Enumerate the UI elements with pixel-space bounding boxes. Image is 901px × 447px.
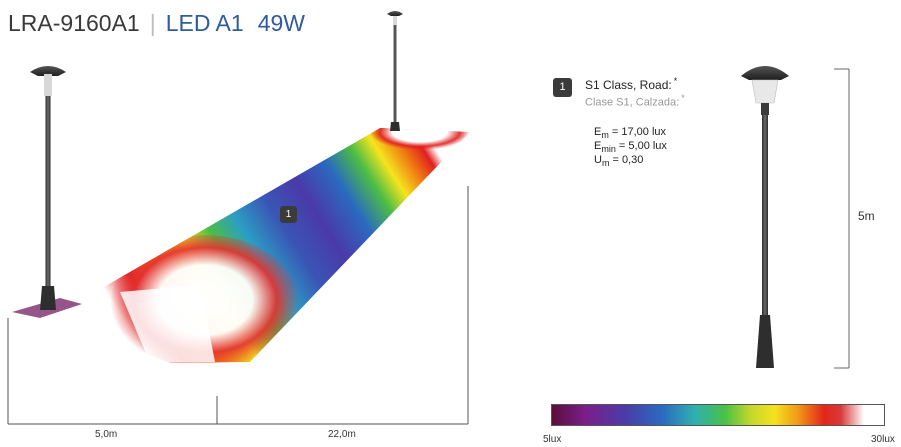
model-code: LRA-9160A1 bbox=[8, 10, 140, 36]
note-mark: * bbox=[673, 76, 678, 86]
class-badge: 1 bbox=[553, 78, 572, 97]
illuminance-metrics: Em = 17,00 lux Emin = 5,00 lux Um = 0,30 bbox=[594, 125, 667, 168]
street-pole-far bbox=[387, 11, 403, 131]
road-illuminance-map bbox=[28, 128, 470, 363]
pole-height-bracket bbox=[834, 68, 850, 369]
class-name-es: Clase S1, Calzada: * bbox=[585, 93, 685, 109]
product-name: LED A1 bbox=[165, 10, 244, 36]
class-name-en: S1 Class, Road: * bbox=[585, 76, 678, 92]
spacing-left-label: 5,0m bbox=[95, 429, 118, 440]
page-title: LRA-9160A1 | LED A1 49W bbox=[8, 6, 305, 40]
note-mark: * bbox=[681, 93, 685, 103]
metric-emin: Emin = 5,00 lux bbox=[594, 140, 667, 154]
pole-height-label: 5m bbox=[858, 209, 875, 223]
spacing-right-label: 22,0m bbox=[328, 429, 356, 440]
legend-max-label: 30lux bbox=[871, 434, 895, 445]
road-zone-badge: 1 bbox=[280, 206, 297, 223]
street-pole-near bbox=[30, 66, 66, 310]
metric-em: Em = 17,00 lux bbox=[594, 126, 667, 140]
legend-min-label: 5lux bbox=[543, 434, 562, 445]
title-separator: | bbox=[149, 10, 156, 36]
metric-um: Um = 0,30 bbox=[594, 154, 644, 168]
lux-color-scale bbox=[551, 404, 885, 426]
power-rating: 49W bbox=[257, 10, 305, 36]
street-pole-detail bbox=[741, 66, 789, 368]
spacing-dimension-lines bbox=[7, 186, 469, 425]
